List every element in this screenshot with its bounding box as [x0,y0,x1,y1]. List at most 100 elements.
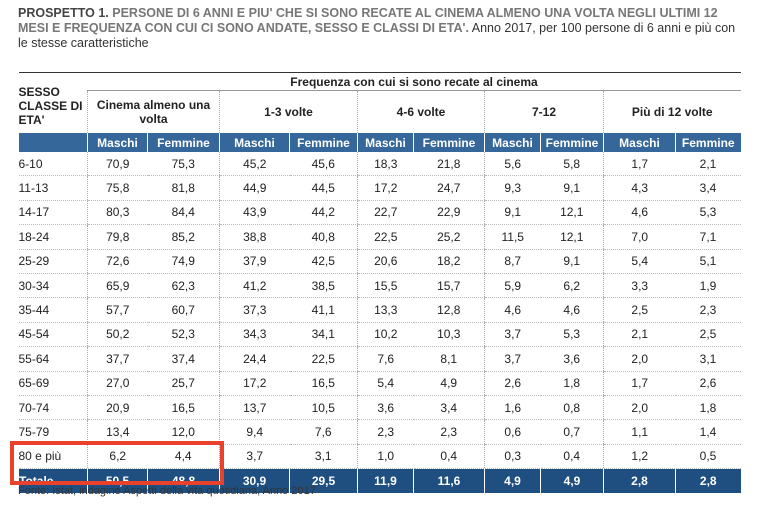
cell: 25,7 [147,371,220,396]
sub-header: Maschi [87,133,148,152]
cell: 2,6 [484,371,541,396]
cell: 2,0 [603,346,676,372]
cell: 62,3 [147,273,220,299]
cell: 3,7 [219,444,290,470]
cell: 80,3 [87,200,148,226]
cell: 10,3 [413,322,485,348]
cell: 24,7 [413,175,485,201]
source-note: Fonte: Istat, indagine Aspetti della vit… [18,485,316,497]
cell: 0,7 [540,419,604,445]
cell: 0,4 [540,444,604,470]
row-label: 65-69 [18,371,88,396]
cell: 2,5 [603,297,676,323]
cell: 7,0 [603,224,676,250]
cell: 3,1 [289,444,358,470]
cell: 3,1 [675,346,741,372]
cell: 13,3 [357,297,414,323]
cell: 11,6 [413,468,485,494]
data-table: SESSO CLASSE DI ETA' Frequenza con cui si… [18,72,741,494]
cell: 50,5 [87,468,148,494]
cell: 37,7 [87,346,148,372]
cell: 1,6 [484,395,541,421]
cell: 2,3 [413,419,485,445]
cell: 3,7 [484,322,541,348]
cell: 17,2 [357,175,414,201]
cell: 1,9 [675,273,741,299]
table-row: 11-13 75,8 81,8 44,9 44,5 17,2 24,7 9,3 9,1 4,3 3,… [18,175,741,201]
cell: 16,5 [147,395,220,421]
sub-header: Femmine [675,133,741,152]
cell: 15,7 [413,273,485,299]
sub-header: Femmine [540,133,604,152]
title-text: PERSONE DI 6 ANNI E PIU' CHE SI SONO REC… [18,6,718,35]
corner-header: SESSO CLASSE DI ETA' [18,72,88,133]
group-header: Più di 12 volte [603,90,741,133]
title: PROSPETTO 1. PERSONE DI 6 ANNI E PIU' CH… [18,6,743,51]
cell: 12,0 [147,419,220,445]
cell: 44,5 [289,175,358,201]
cell: 12,8 [413,297,485,323]
cell: 22,7 [357,200,414,226]
cell: 2,8 [675,468,741,494]
cell: 72,6 [87,249,148,274]
cell: 20,9 [87,395,148,421]
cell: 2,8 [603,468,676,494]
cell: 5,9 [484,273,541,299]
cell: 60,7 [147,297,220,323]
blank-cell [18,133,88,152]
cell: 15,5 [357,273,414,299]
row-label: 6-10 [18,152,88,177]
cell: 24,4 [219,346,290,372]
table-row: 65-69 27,0 25,7 17,2 16,5 5,4 4,9 2,6 1,8 1,7 2,6 [18,371,741,396]
sub-header: Femmine [413,133,485,152]
cell: 27,0 [87,371,148,396]
table-row: Totale 50,5 48,8 30,9 29,5 11,9 11,6 4,9 4,9 2,8 2… [18,468,741,494]
cell: 2,0 [603,395,676,421]
cell: 81,8 [147,175,220,201]
group-header: Cinema almeno una volta [87,90,220,133]
cell: 7,6 [357,346,414,372]
cell: 3,6 [540,346,604,372]
table-row: 30-34 65,9 62,3 41,2 38,5 15,5 15,7 5,9 6,2 3,3 1,… [18,273,741,299]
row-label: 30-34 [18,273,88,299]
sub-header: Maschi [603,133,676,152]
table-row: 70-74 20,9 16,5 13,7 10,5 3,6 3,4 1,6 0,8 2,0 1,8 [18,395,741,421]
cell: 1,8 [540,371,604,396]
table-row: 25-29 72,6 74,9 37,9 42,5 20,6 18,2 8,7 9,1 5,4 5,… [18,249,741,274]
cell: 2,1 [603,322,676,348]
cell: 2,6 [675,371,741,396]
row-label: 35-44 [18,297,88,323]
cell: 21,8 [413,152,485,177]
row-label: Totale [18,468,88,494]
cell: 1,7 [603,152,676,177]
cell: 84,4 [147,200,220,226]
sub-header: Maschi [219,133,290,152]
cell: 5,1 [675,249,741,274]
cell: 37,4 [147,346,220,372]
title-note: Anno 2017, per 100 persone di 6 anni e p… [18,21,736,50]
cell: 52,3 [147,322,220,348]
cell: 3,4 [413,395,485,421]
cell: 42,5 [289,249,358,274]
table-row: 45-54 50,2 52,3 34,3 34,1 10,2 10,3 3,7 5,3 2,1 2,… [18,322,741,348]
group-header: 4-6 volte [357,90,485,133]
table-row: 35-44 57,7 60,7 37,3 41,1 13,3 12,8 4,6 4,6 2,5 2,… [18,297,741,323]
cell: 4,6 [484,297,541,323]
cell: 7,1 [675,224,741,250]
cell: 4,6 [540,297,604,323]
cell: 22,5 [357,224,414,250]
cell: 5,4 [603,249,676,274]
cell: 79,8 [87,224,148,250]
cell: 3,6 [357,395,414,421]
cell: 2,5 [675,322,741,348]
cell: 70,9 [87,152,148,177]
cell: 3,4 [675,175,741,201]
cell: 1,1 [603,419,676,445]
table-row: 6-10 70,9 75,3 45,2 45,6 18,3 21,8 5,6 5,8 1,7 2,1 [18,152,741,177]
cell: 6,2 [87,444,148,470]
cell: 0,3 [484,444,541,470]
cell: 29,5 [289,468,358,494]
sub-header: Femmine [289,133,358,152]
cell: 37,3 [219,297,290,323]
